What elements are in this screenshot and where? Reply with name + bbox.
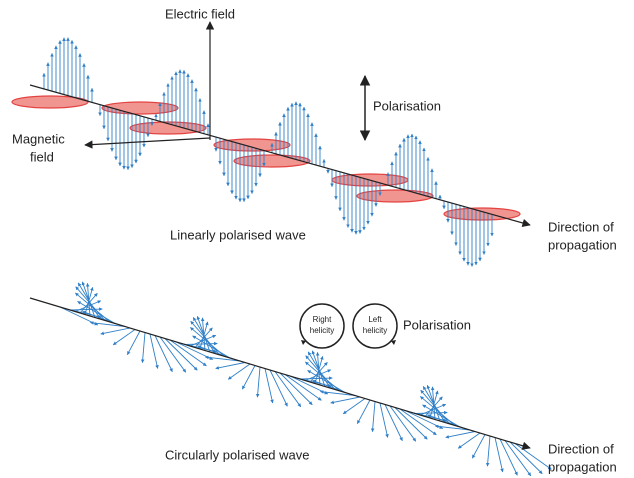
rotating-vector — [509, 441, 543, 475]
rotating-vector — [279, 372, 313, 406]
rotating-vector — [189, 334, 217, 347]
rotating-vector — [164, 338, 198, 371]
rotating-vector — [192, 335, 231, 359]
magnetic-lobe — [443, 207, 521, 221]
linear-wave — [11, 37, 521, 267]
propagation-axis — [29, 297, 531, 450]
arrowhead — [301, 340, 306, 345]
rotating-vector — [77, 300, 116, 324]
label: Direction of — [548, 441, 614, 456]
label: Magnetic — [12, 131, 65, 146]
rotating-vector — [304, 369, 332, 381]
rotating-vector — [100, 327, 131, 336]
magnetic-lobe — [233, 154, 311, 168]
rotating-vector — [504, 440, 532, 477]
rotating-vector — [342, 398, 366, 415]
rotating-vector — [74, 300, 102, 312]
rotating-vector — [445, 431, 476, 439]
label: propagation — [548, 237, 617, 252]
label: Right — [313, 315, 332, 324]
rotating-vector — [499, 438, 518, 476]
rotating-vector — [434, 424, 471, 431]
rotating-vector — [159, 336, 187, 373]
label: Electric field — [165, 6, 235, 21]
rotating-vector — [384, 404, 403, 442]
label: Polarisation — [403, 317, 471, 332]
rotating-vector — [419, 403, 447, 416]
rotating-vector — [307, 369, 346, 393]
label: Polarisation — [373, 98, 441, 113]
label: helicity — [310, 326, 334, 335]
rotating-vector — [215, 362, 246, 370]
rotating-vector — [514, 443, 552, 470]
rotating-vector — [370, 401, 376, 433]
left-helicity-circle — [352, 303, 398, 349]
rotating-vector — [399, 408, 437, 436]
right-helicity-circle — [299, 303, 345, 349]
rotating-vector — [89, 321, 126, 327]
magnetic-lobe — [11, 95, 89, 109]
rotating-vector — [264, 368, 274, 404]
rotating-vector — [485, 435, 491, 467]
rotating-vector — [422, 404, 461, 428]
rotating-vector — [319, 390, 356, 396]
rotating-vector — [379, 402, 389, 438]
rotating-vector — [126, 330, 141, 355]
label: Left — [368, 315, 382, 324]
rotating-vector — [274, 371, 302, 408]
arrowhead — [391, 340, 396, 345]
rotating-vector — [149, 333, 159, 369]
rotating-vector — [389, 405, 417, 442]
rotating-vector — [112, 329, 136, 346]
label: field — [30, 149, 54, 164]
rotating-vector — [284, 374, 322, 401]
caption: Linearly polarised wave — [170, 227, 306, 242]
rotating-vector — [241, 365, 256, 390]
propagation-axis — [29, 84, 531, 228]
label: helicity — [363, 326, 387, 335]
magnetic-field-arrow — [84, 137, 211, 149]
rotating-vector — [330, 396, 361, 405]
rotating-vector — [227, 363, 251, 380]
rotating-vector — [457, 432, 481, 449]
rotating-vector — [140, 332, 146, 364]
circular-wave — [59, 281, 552, 477]
rotating-vector — [494, 437, 504, 473]
label: propagation — [548, 459, 617, 474]
rotating-vector — [394, 407, 428, 440]
caption: Circularly polarised wave — [165, 447, 310, 462]
rotating-vector — [204, 355, 241, 362]
rotating-vector — [471, 434, 486, 459]
rotating-vector — [169, 339, 207, 367]
rotating-vector — [269, 369, 288, 407]
rotating-vector — [154, 335, 173, 373]
rotating-vector — [356, 399, 371, 424]
rotating-vector — [255, 366, 261, 398]
label: Direction of — [548, 219, 614, 234]
